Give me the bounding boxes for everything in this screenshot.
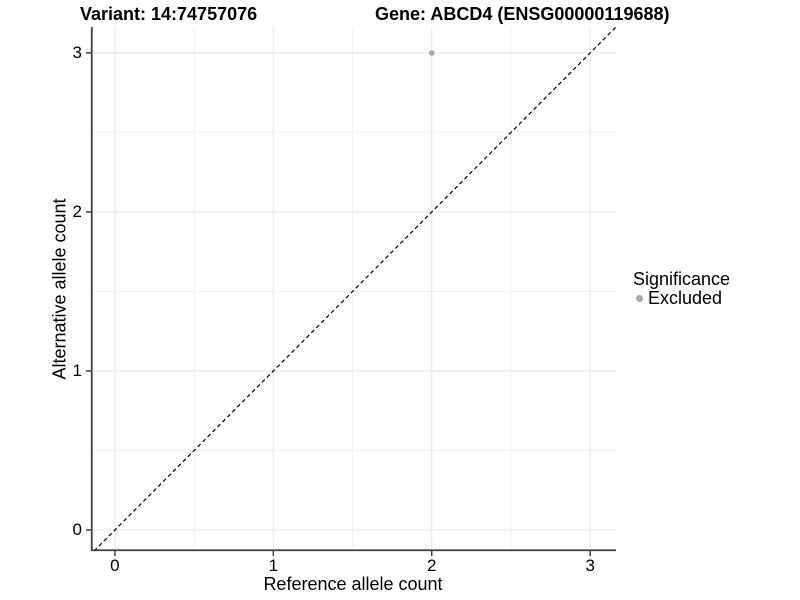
y-axis-title: Alternative allele count bbox=[49, 198, 70, 380]
y-tick-label: 2 bbox=[72, 201, 82, 221]
x-axis-title: Reference allele count bbox=[263, 574, 443, 594]
y-tick-label: 0 bbox=[72, 520, 82, 539]
legend-items: Excluded bbox=[633, 289, 730, 308]
identity-line bbox=[93, 26, 617, 552]
x-tick-label: 2 bbox=[427, 556, 437, 575]
x-tick-label: 1 bbox=[268, 556, 279, 575]
x-tick-label: 3 bbox=[585, 556, 595, 575]
x-tick-label: 0 bbox=[110, 556, 120, 575]
y-tick-label: 1 bbox=[72, 360, 82, 380]
plot-title-variant: Variant: 14:74757076 bbox=[80, 4, 258, 24]
plot-panel bbox=[86, 26, 617, 556]
legend-title: Significance bbox=[633, 269, 731, 289]
legend: Significance Excluded bbox=[633, 270, 730, 308]
legend-key-icon bbox=[636, 295, 643, 302]
data-point bbox=[428, 50, 435, 56]
y-tick-label: 3 bbox=[72, 42, 82, 62]
plot-canvas bbox=[86, 26, 617, 556]
plot-title-gene: Gene: ABCD4 (ENSG00000119688) bbox=[375, 4, 670, 24]
legend-item-label: Excluded bbox=[648, 288, 723, 308]
legend-item: Excluded bbox=[633, 289, 730, 308]
